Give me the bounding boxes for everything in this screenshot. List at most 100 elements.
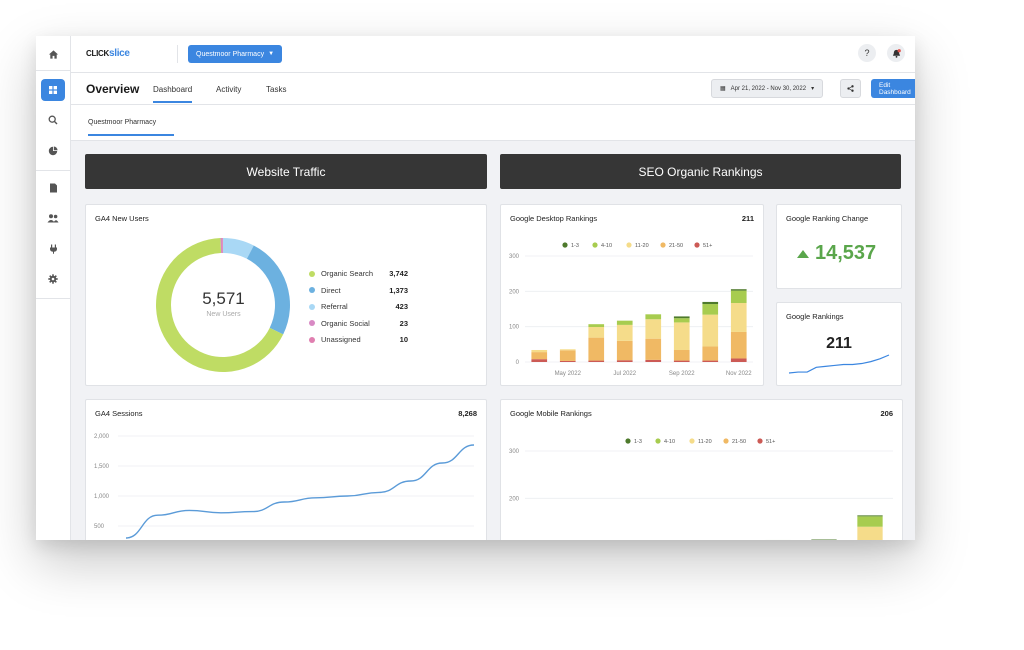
client-selector-dropdown[interactable]: Questmoor Pharmacy ▼ bbox=[188, 45, 283, 63]
bar-segment bbox=[730, 289, 747, 291]
up-arrow-icon bbox=[797, 249, 809, 258]
donut-slice-referral bbox=[223, 238, 254, 259]
legend-dot bbox=[309, 287, 315, 293]
ranking-change-value: 14,537 bbox=[815, 242, 877, 264]
bar-segment bbox=[559, 350, 576, 361]
users-icon[interactable] bbox=[41, 207, 65, 229]
tab-activity[interactable]: Activity bbox=[216, 85, 242, 94]
bar-segment bbox=[645, 359, 662, 362]
client-tab-row: Questmoor Pharmacy bbox=[71, 105, 915, 141]
legend-label: 1-3 bbox=[571, 243, 579, 249]
y-tick-label: 300 bbox=[509, 449, 520, 455]
legend-dot bbox=[309, 303, 315, 310]
legend-label: 1-3 bbox=[634, 439, 642, 445]
bar-segment bbox=[616, 340, 633, 361]
legend-dot bbox=[625, 438, 631, 444]
date-range-picker[interactable]: ▦ Apr 21, 2022 - Nov 30, 2022 ▾ bbox=[711, 79, 824, 98]
legend-dot bbox=[757, 438, 763, 444]
bar-segment bbox=[645, 338, 662, 360]
legend-label: 21-50 bbox=[732, 439, 746, 445]
legend-label: 4-10 bbox=[601, 243, 612, 249]
share-button[interactable] bbox=[840, 79, 861, 98]
legend-label: 4-10 bbox=[664, 439, 675, 445]
donut-total-label: New Users bbox=[206, 311, 241, 318]
legend-label: Direct bbox=[321, 285, 341, 295]
gear-icon[interactable] bbox=[41, 268, 65, 290]
tab-tasks[interactable]: Tasks bbox=[266, 85, 287, 94]
x-tick-label: May 2022 bbox=[555, 371, 582, 377]
y-tick-label: 1,000 bbox=[94, 494, 110, 500]
legend-label: Organic Social bbox=[321, 318, 370, 328]
help-icon[interactable]: ? bbox=[858, 44, 876, 62]
bar-segment bbox=[702, 346, 719, 361]
google-rankings-value: 211 bbox=[826, 335, 852, 352]
client-selector-label: Questmoor Pharmacy bbox=[196, 50, 265, 58]
ranking-change-card: Google Ranking Change 14,537 bbox=[776, 204, 902, 289]
legend-dot bbox=[655, 438, 661, 444]
bar-segment bbox=[702, 314, 719, 347]
y-tick-label: 100 bbox=[509, 325, 520, 331]
edit-dashboard-button[interactable]: Edit Dashboard bbox=[871, 79, 915, 98]
mobile-rankings-card: Google Mobile Rankings 206 100 200 300 1-3 4… bbox=[500, 399, 903, 540]
legend-label: 21-50 bbox=[669, 243, 683, 249]
bar-segment bbox=[588, 327, 605, 338]
new-users-donut-chart bbox=[156, 238, 290, 372]
legend-dot bbox=[694, 242, 700, 248]
alert-bell-icon[interactable] bbox=[887, 44, 905, 62]
bar-segment bbox=[559, 349, 576, 351]
tab-dashboard[interactable]: Dashboard bbox=[153, 85, 193, 103]
donut-slice-organic-social bbox=[220, 238, 223, 254]
top-bar: CLICKslice Questmoor Pharmacy ▼ ? bbox=[71, 36, 915, 73]
legend-dot bbox=[723, 438, 729, 444]
legend-dot bbox=[309, 270, 315, 277]
home-icon[interactable] bbox=[41, 43, 65, 65]
search-icon[interactable] bbox=[41, 109, 65, 131]
legend-value: 23 bbox=[399, 318, 408, 328]
legend-dot bbox=[689, 438, 695, 444]
bar-segment bbox=[702, 301, 719, 305]
legend-label: 11-20 bbox=[698, 439, 712, 445]
bar-segment bbox=[702, 360, 719, 362]
bar-segment bbox=[673, 316, 690, 319]
card-title: Google Rankings bbox=[786, 312, 844, 321]
legend-dot bbox=[562, 242, 568, 248]
bar-segment bbox=[673, 322, 690, 350]
y-tick-label: 500 bbox=[94, 524, 105, 530]
bar-segment bbox=[673, 360, 690, 362]
legend-item: Unassigned bbox=[309, 335, 361, 344]
bar-segment bbox=[645, 314, 662, 320]
bar-segment bbox=[616, 360, 633, 362]
bar-segment bbox=[645, 319, 662, 339]
bar-segment bbox=[857, 516, 883, 527]
pie-chart-icon[interactable] bbox=[41, 140, 65, 162]
legend-dot bbox=[309, 320, 315, 326]
bar-segment bbox=[730, 331, 747, 359]
bar-segment bbox=[673, 349, 690, 361]
google-rankings-card: Google Rankings 211 bbox=[776, 302, 902, 386]
chevron-down-icon: ▾ bbox=[811, 86, 815, 92]
legend-item: Direct bbox=[309, 286, 341, 295]
dashboard-icon[interactable] bbox=[41, 79, 65, 101]
card-value: 8,268 bbox=[458, 409, 477, 418]
x-tick-label: Nov 2022 bbox=[726, 371, 752, 377]
legend-dot bbox=[626, 242, 632, 248]
document-icon[interactable] bbox=[41, 177, 65, 199]
tab-questmoor-pharmacy[interactable]: Questmoor Pharmacy bbox=[88, 119, 175, 136]
legend-item: Organic Social bbox=[309, 319, 370, 328]
plug-icon[interactable] bbox=[41, 238, 65, 260]
bar-segment bbox=[730, 302, 747, 332]
legend-dot bbox=[660, 242, 666, 248]
clickslice-logo[interactable]: CLICKslice bbox=[86, 48, 130, 59]
legend-label: 51+ bbox=[703, 243, 712, 249]
donut-total: 5,571 bbox=[202, 289, 245, 308]
card-value: 206 bbox=[880, 409, 893, 418]
x-tick-label: Sep 2022 bbox=[669, 371, 695, 377]
legend-value: 1,373 bbox=[389, 285, 408, 295]
legend-value: 10 bbox=[399, 335, 408, 344]
y-tick-label: 0 bbox=[516, 360, 520, 366]
card-title: GA4 Sessions bbox=[95, 409, 143, 418]
bar-segment bbox=[857, 515, 883, 517]
legend-item: Referral bbox=[309, 302, 348, 311]
desktop-rankings-card: Google Desktop Rankings 211 0 100 200 300 1-… bbox=[500, 204, 764, 386]
